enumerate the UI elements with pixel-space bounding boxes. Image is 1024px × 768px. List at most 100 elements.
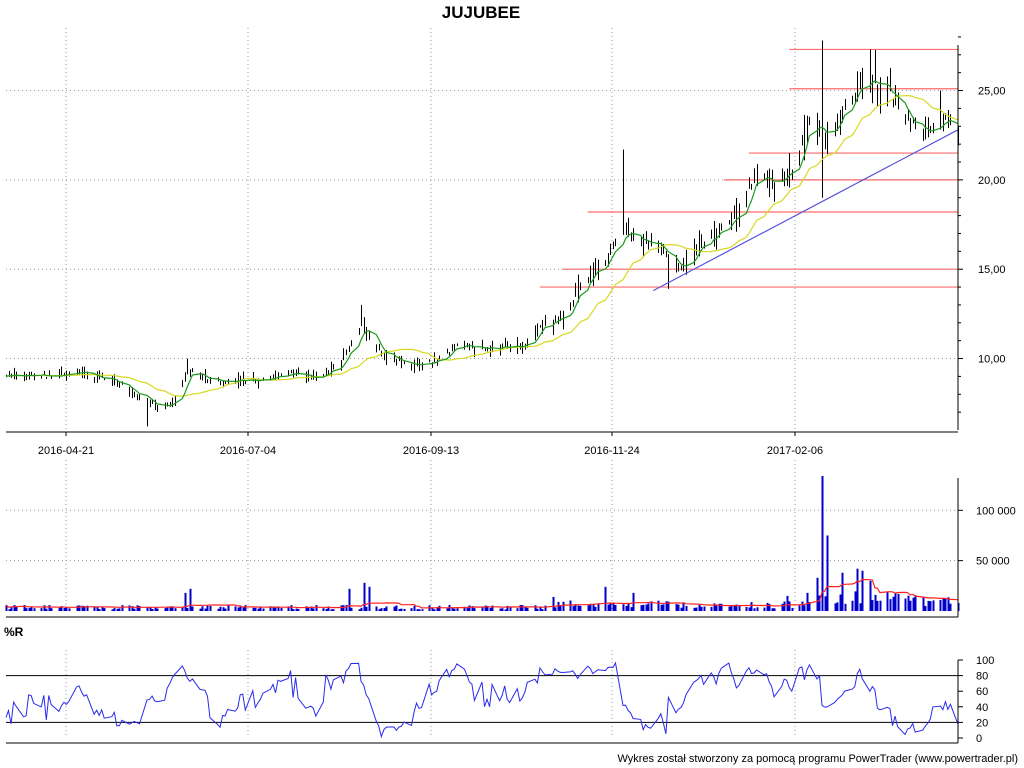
volume-bar [713, 603, 716, 611]
volume-bar [700, 606, 703, 611]
volume-bar [365, 606, 368, 611]
volume-bar [907, 595, 910, 611]
volume-bar [594, 606, 597, 611]
volume-bar [385, 606, 388, 611]
volume-bar [680, 607, 683, 611]
volume-bar [816, 577, 819, 611]
volume-bar [677, 604, 680, 611]
volume-bar [886, 592, 889, 611]
volume-bar [698, 604, 701, 611]
williams-line [5, 661, 959, 739]
volume-bar [818, 595, 821, 611]
volume-bar [667, 601, 670, 611]
williams-line [5, 661, 959, 739]
volume-bar [728, 606, 731, 611]
volume-bar [222, 607, 225, 611]
volume-bar [45, 608, 48, 611]
volume-bar [453, 608, 456, 611]
volume-bar [836, 602, 839, 611]
volume-bar [693, 607, 696, 611]
volume-bar [944, 598, 947, 611]
volume-bar [924, 606, 927, 611]
volume-bar [685, 605, 688, 611]
volume-bar [650, 601, 653, 611]
volume-bar [156, 608, 159, 611]
moving-averages [5, 80, 959, 407]
volume-bar [871, 599, 874, 611]
volume-bar [481, 606, 484, 611]
volume-bar [375, 606, 378, 611]
volume-bar [227, 605, 230, 611]
volume-bar [287, 606, 290, 611]
volume-bar [43, 605, 46, 611]
volume-bar [118, 608, 121, 611]
x-tick-label: 2016-09-13 [403, 445, 459, 457]
volume-bar [262, 608, 265, 611]
williams-axes: 0 20 40 60 80 100 [6, 655, 994, 745]
volume-bar [5, 605, 8, 611]
volume-bar [277, 607, 280, 611]
volume-bar [28, 607, 31, 611]
volume-bar [710, 606, 713, 611]
volume-bar [612, 603, 615, 611]
volume-bar [750, 602, 753, 611]
volume-bar [854, 591, 857, 611]
volume-bar [358, 609, 361, 611]
volume-bar [632, 592, 635, 611]
y-tick-label: 20,00 [978, 175, 1006, 187]
volume-bar [501, 608, 504, 611]
volume-bar [237, 607, 240, 611]
volume-bar [569, 600, 572, 611]
volume-bar [395, 605, 398, 611]
volume-bar [834, 603, 837, 611]
volume-bar [544, 605, 547, 611]
volume-bar [327, 606, 330, 611]
x-tick-label: 2016-11-24 [584, 445, 639, 457]
volume-bar [151, 609, 154, 611]
volume-bar [682, 602, 685, 611]
volume-bar [471, 606, 474, 611]
williams-label: %R [4, 625, 24, 639]
volume-average-line [5, 578, 959, 609]
volume-bar [534, 605, 537, 611]
resistance-levels [539, 48, 958, 288]
volume-bar [844, 603, 847, 611]
volume-bar [154, 607, 157, 611]
volume-bar [922, 596, 925, 611]
volume-bar [675, 604, 678, 611]
volume-axes: 50 000 100 000 [6, 478, 1016, 618]
volume-bar [892, 596, 895, 611]
volume-bar [133, 608, 136, 611]
volume-bar [541, 609, 544, 611]
volume-bar [96, 606, 99, 611]
williams-tick-label: 60 [976, 686, 988, 698]
volume-bar [763, 607, 766, 611]
volume-bar [824, 596, 827, 611]
volume-bar [244, 605, 247, 611]
volume-tick-label: 100 000 [976, 505, 1016, 517]
volume-bar [562, 601, 565, 611]
x-tick-label: 2017-02-06 [767, 445, 823, 457]
volume-bar [839, 594, 842, 611]
volume-bar [164, 608, 167, 611]
volume-bar [486, 605, 489, 611]
volume-bar [438, 605, 441, 611]
volume-bar [78, 605, 81, 611]
volume-bar [446, 608, 449, 611]
volume-bar [821, 476, 824, 611]
volume-bar [660, 604, 663, 611]
volume-bar [378, 609, 381, 611]
y-tick-label: 25,00 [978, 86, 1006, 98]
volume-bar [33, 608, 36, 611]
volume-bar [489, 607, 492, 611]
volume-bar [909, 600, 912, 611]
volume-bar [310, 606, 313, 611]
volume-bar [519, 605, 522, 611]
volume-bar [322, 608, 325, 611]
volume-bar [23, 604, 26, 611]
volume-bar [174, 608, 177, 611]
volume-bar [259, 606, 262, 611]
volume-bar [433, 609, 436, 611]
volume-bar [65, 607, 68, 611]
volume-bar [748, 607, 751, 611]
